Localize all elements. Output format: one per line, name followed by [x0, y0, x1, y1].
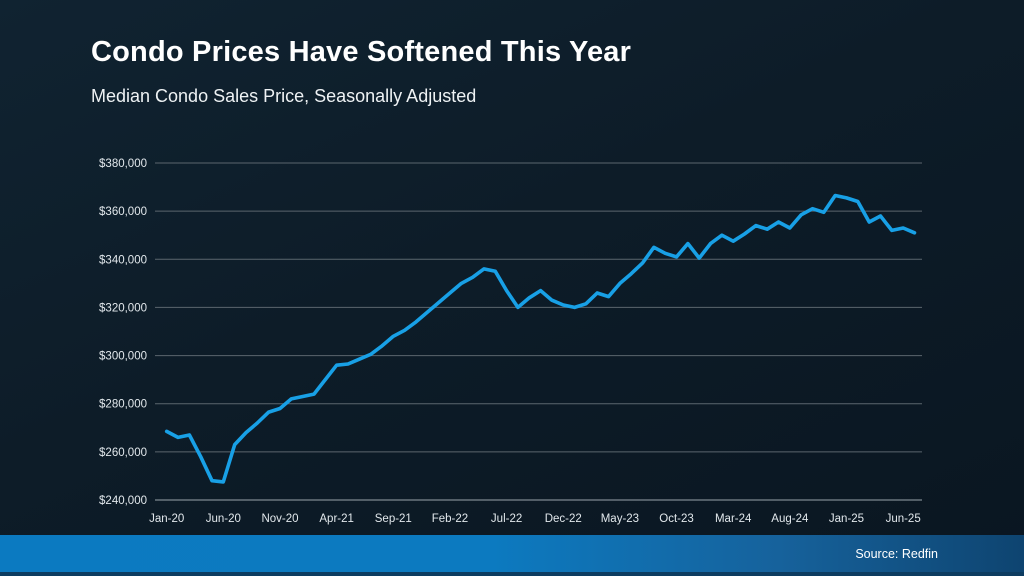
page-title: Condo Prices Have Softened This Year	[91, 36, 632, 68]
y-axis-tick-label: $280,000	[99, 399, 147, 411]
footer-edge-strip	[0, 572, 1024, 576]
x-axis-tick-label: Oct-23	[659, 513, 694, 525]
chart-subtitle: Median Condo Sales Price, Seasonally Adj…	[91, 86, 477, 106]
source-label: Source: Redfin	[855, 547, 938, 561]
y-axis-tick-label: $300,000	[99, 351, 147, 363]
x-axis-tick-label: Jul-22	[491, 513, 522, 525]
x-axis-tick-label: Aug-24	[771, 513, 809, 525]
x-axis-tick-label: Jan-20	[149, 513, 184, 525]
footer-accent-bar: Source: Redfin	[0, 535, 1024, 576]
median-price-series-line	[164, 193, 917, 484]
x-axis-tick-label: Feb-22	[432, 513, 468, 525]
x-axis-tick-label: Jun-20	[206, 513, 241, 525]
y-axis-tick-label: $240,000	[99, 495, 147, 507]
x-axis-tick-label: Jan-25	[829, 513, 864, 525]
x-axis-tick-label: Sep-21	[375, 513, 412, 525]
x-axis-tick-label: Dec-22	[545, 513, 582, 525]
y-axis-tick-label: $340,000	[99, 254, 147, 266]
x-axis-tick-label: Nov-20	[261, 513, 298, 525]
x-axis-tick-label: Jun-25	[886, 513, 921, 525]
y-axis-tick-label: $260,000	[99, 447, 147, 459]
x-axis-tick-label: Apr-21	[319, 513, 354, 525]
y-axis-tick-label: $380,000	[99, 158, 147, 170]
y-axis-tick-label: $360,000	[99, 206, 147, 218]
x-axis-tick-label: Mar-24	[715, 513, 752, 525]
x-axis-tick-label: May-23	[601, 513, 639, 525]
y-axis-tick-label: $320,000	[99, 302, 147, 314]
